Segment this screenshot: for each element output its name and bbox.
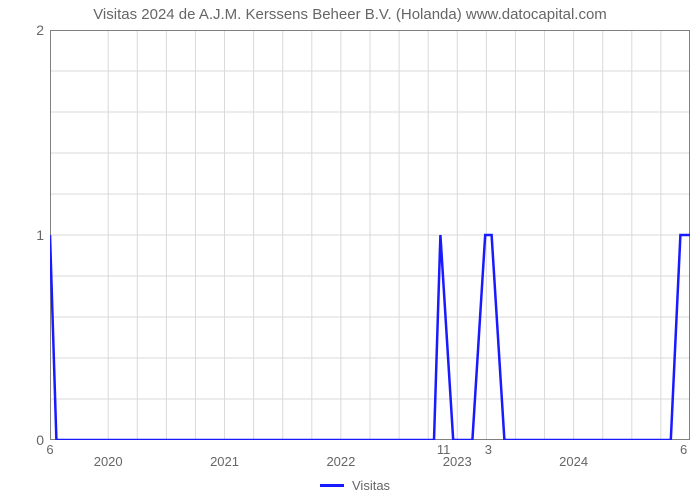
x-tick-label: 2020 [94, 454, 123, 469]
bottom-number-label: 11 [437, 442, 451, 457]
y-tick-label: 0 [24, 432, 44, 448]
chart-title: Visitas 2024 de A.J.M. Kerssens Beheer B… [0, 6, 700, 23]
visits-chart: Visitas 2024 de A.J.M. Kerssens Beheer B… [0, 0, 700, 500]
x-tick-label: 2021 [210, 454, 239, 469]
bottom-number-label: 6 [680, 442, 687, 457]
y-tick-label: 1 [24, 227, 44, 243]
bottom-number-label: 6 [46, 442, 53, 457]
x-tick-label: 2024 [559, 454, 588, 469]
legend: Visitas [320, 478, 390, 493]
bottom-number-label: 3 [485, 442, 492, 457]
legend-label: Visitas [352, 478, 390, 493]
y-tick-label: 2 [24, 22, 44, 38]
plot-area [50, 30, 690, 440]
x-tick-label: 2022 [326, 454, 355, 469]
legend-swatch [320, 484, 344, 487]
